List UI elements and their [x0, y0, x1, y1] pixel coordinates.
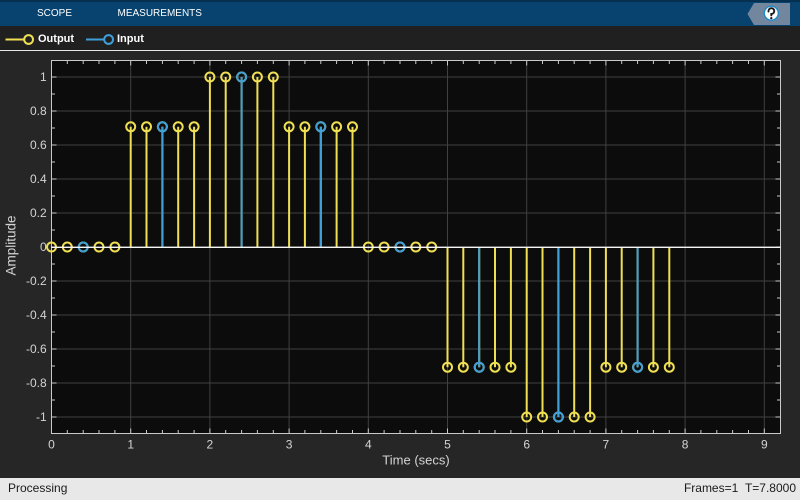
svg-text:-0.6: -0.6	[26, 342, 47, 356]
svg-text:0: 0	[48, 438, 55, 452]
svg-text:1: 1	[40, 70, 47, 84]
svg-text:1: 1	[127, 438, 134, 452]
svg-text:3: 3	[286, 438, 293, 452]
svg-text:Amplitude: Amplitude	[4, 215, 19, 275]
svg-text:0: 0	[40, 240, 47, 254]
svg-text:Time (secs): Time (secs)	[382, 453, 449, 468]
svg-text:2: 2	[207, 438, 214, 452]
svg-text:4: 4	[365, 438, 372, 452]
svg-text:0.2: 0.2	[30, 206, 47, 220]
svg-text:-1: -1	[36, 410, 47, 424]
svg-text:9: 9	[761, 438, 768, 452]
svg-text:7: 7	[603, 438, 610, 452]
svg-text:-0.2: -0.2	[26, 274, 47, 288]
svg-text:0.8: 0.8	[30, 104, 47, 118]
svg-text:-0.4: -0.4	[26, 308, 47, 322]
svg-text:0.6: 0.6	[30, 138, 47, 152]
svg-text:6: 6	[523, 438, 530, 452]
svg-text:8: 8	[682, 438, 689, 452]
svg-text:-0.8: -0.8	[26, 376, 47, 390]
svg-text:5: 5	[444, 438, 451, 452]
svg-text:0.4: 0.4	[30, 172, 47, 186]
